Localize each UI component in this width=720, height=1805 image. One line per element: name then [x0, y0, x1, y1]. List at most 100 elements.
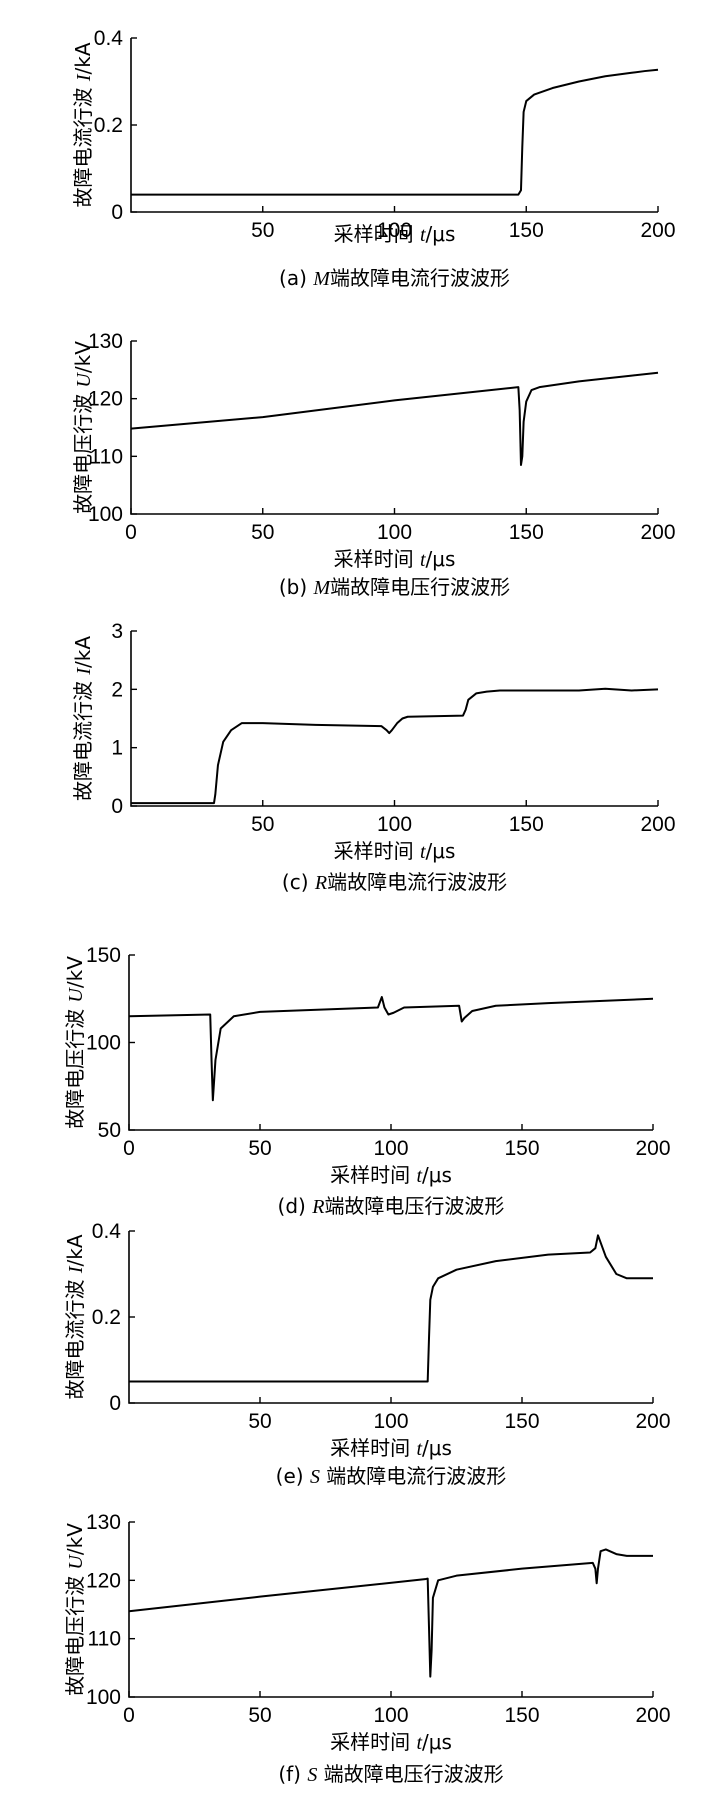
- x-axis-title-unit: /μs: [426, 222, 456, 246]
- y-axis-title: 故障电压行波 U/kV: [63, 956, 87, 1129]
- x-tick-label: 0: [125, 521, 137, 544]
- x-axis-title-text: 采样时间: [330, 1163, 416, 1187]
- caption-prefix: (c): [282, 870, 315, 894]
- x-axis-title-var: t: [416, 1438, 422, 1460]
- series-line: [129, 1234, 653, 1383]
- caption-var: R: [311, 1196, 324, 1218]
- x-tick-label: 50: [248, 1137, 271, 1160]
- y-tick-label: 2: [111, 678, 123, 701]
- y-axis-title: 故障电流行波 I/kA: [71, 42, 95, 207]
- chart-caption: (d) R端故障电压行波波形: [278, 1194, 505, 1218]
- x-axis-title-var: t: [420, 224, 426, 246]
- axes-frame: [128, 1522, 653, 1698]
- y-tick-label: 100: [86, 1686, 121, 1709]
- y-tick-label: 120: [88, 388, 123, 411]
- y-tick-label: 120: [86, 1569, 121, 1592]
- y-tick-label: 0.4: [94, 27, 124, 50]
- x-axis-title-text: 采样时间: [334, 547, 420, 571]
- chart-panel-e: 50 100 150 200 0 0.2 0.4 采样时间 t/μs 故障电流行波 I/kA (e…: [0, 1220, 720, 1515]
- axes-frame: [130, 631, 658, 807]
- x-tick-label: 150: [504, 1410, 539, 1433]
- chart-panel-a: 50 100 150 200 0 0.2 0.4 采样时间 t/μs 故障电流行波 I/kA (a…: [0, 0, 720, 290]
- y-tick-label: 110: [88, 1628, 121, 1651]
- x-tick-label: 100: [377, 813, 412, 836]
- x-axis-title-var: t: [420, 841, 426, 863]
- x-axis-title: 采样时间 t/μs: [334, 222, 456, 246]
- x-tick-label: 50: [248, 1410, 271, 1433]
- y-axis-title-text: 故障电压行波: [63, 1003, 87, 1129]
- caption-prefix: (b): [279, 575, 314, 599]
- x-tick-label: 150: [504, 1137, 539, 1160]
- y-tick-label: 0: [109, 1392, 121, 1415]
- y-axis-title-var: I: [65, 1265, 87, 1274]
- chart-c: 50 100 150 200 0 1 2 3 采样时间 t/μs 故障电流行波 I/kA (c) R…: [71, 620, 676, 894]
- chart-caption: (b) M端故障电压行波波形: [279, 575, 510, 599]
- y-axis-title-text: 故障电压行波: [71, 388, 95, 514]
- axes-frame: [130, 341, 658, 515]
- y-axis-title-text: 故障电流行波: [71, 81, 95, 207]
- y-tick-label: 0.2: [92, 1306, 121, 1329]
- caption-var: M: [312, 268, 331, 290]
- x-tick-label: 150: [509, 521, 544, 544]
- y-tick-label: 1: [111, 737, 123, 760]
- x-tick-label: 0: [123, 1137, 135, 1160]
- y-axis-title-text: 故障电流行波: [71, 675, 95, 801]
- x-tick-label: 200: [640, 813, 675, 836]
- series-line: [128, 996, 654, 1102]
- x-axis-title-var: t: [416, 1732, 422, 1754]
- caption-var: S: [307, 1764, 317, 1786]
- caption-prefix: (d): [278, 1194, 313, 1218]
- x-axis-title-var: t: [420, 549, 426, 571]
- axes-frame: [130, 38, 658, 213]
- y-tick-label: 50: [98, 1119, 121, 1142]
- x-axis-title: 采样时间 t/μs: [330, 1163, 452, 1187]
- y-tick-label: 100: [88, 503, 123, 526]
- x-axis-title: 采样时间 t/μs: [334, 547, 456, 571]
- x-tick-label: 200: [640, 521, 675, 544]
- x-axis-title-unit: /μs: [422, 1730, 452, 1754]
- y-tick-label: 130: [88, 330, 123, 353]
- y-axis-title-text: 故障电压行波: [63, 1570, 87, 1696]
- caption-text: 端故障电流行波波形: [327, 870, 507, 894]
- y-tick-label: 130: [86, 1511, 121, 1534]
- x-tick-label: 50: [251, 219, 274, 242]
- x-axis-title-unit: /μs: [422, 1163, 452, 1187]
- caption-text: 端故障电压行波波形: [317, 1762, 503, 1786]
- chart-panel-f: 0 50 100 150 200 100 110 120 130 采样时间 t/μs 故障电压行波 …: [0, 1511, 720, 1805]
- x-tick-label: 150: [509, 219, 544, 242]
- caption-text: 端故障电流行波波形: [330, 266, 510, 290]
- x-tick-label: 50: [251, 813, 274, 836]
- y-axis-title-var: I: [73, 73, 95, 82]
- caption-text: 端故障电流行波波形: [320, 1464, 506, 1488]
- x-tick-label: 0: [123, 1704, 135, 1727]
- x-axis-title-text: 采样时间: [330, 1436, 416, 1460]
- chart-caption: (c) R端故障电流行波波形: [282, 870, 507, 894]
- x-tick-label: 200: [635, 1704, 670, 1727]
- x-tick-label: 150: [509, 813, 544, 836]
- x-axis-title-unit: /μs: [422, 1436, 452, 1460]
- axes-frame: [128, 1231, 653, 1404]
- x-axis-title: 采样时间 t/μs: [330, 1436, 452, 1460]
- caption-prefix: (a): [279, 266, 313, 290]
- chart-panel-c: 50 100 150 200 0 1 2 3 采样时间 t/μs 故障电流行波 I/kA (c) R…: [0, 615, 720, 915]
- y-axis-title-unit: /kV: [63, 956, 87, 988]
- x-tick-label: 200: [635, 1410, 670, 1433]
- y-axis-title-unit: /kA: [71, 42, 95, 74]
- y-tick-label: 110: [90, 445, 123, 468]
- y-tick-label: 100: [86, 1032, 121, 1055]
- y-tick-label: 0.2: [94, 114, 123, 137]
- y-axis-title: 故障电流行波 I/kA: [63, 1234, 87, 1399]
- x-tick-label: 100: [373, 1704, 408, 1727]
- x-tick-label: 150: [504, 1704, 539, 1727]
- caption-text: 端故障电压行波波形: [324, 1194, 504, 1218]
- x-tick-label: 100: [373, 1137, 408, 1160]
- chart-e: 50 100 150 200 0 0.2 0.4 采样时间 t/μs 故障电流行波 I/kA (e…: [63, 1220, 671, 1488]
- x-tick-label: 50: [251, 521, 274, 544]
- y-axis-title-var: I: [73, 667, 95, 676]
- caption-text: 端故障电压行波波形: [330, 575, 510, 599]
- y-tick-label: 0: [111, 201, 123, 224]
- chart-a: 50 100 150 200 0 0.2 0.4 采样时间 t/μs 故障电流行波 I/kA (a…: [71, 27, 676, 290]
- y-tick-label: 0.4: [92, 1220, 122, 1243]
- y-axis-title-unit: /kV: [63, 1523, 87, 1555]
